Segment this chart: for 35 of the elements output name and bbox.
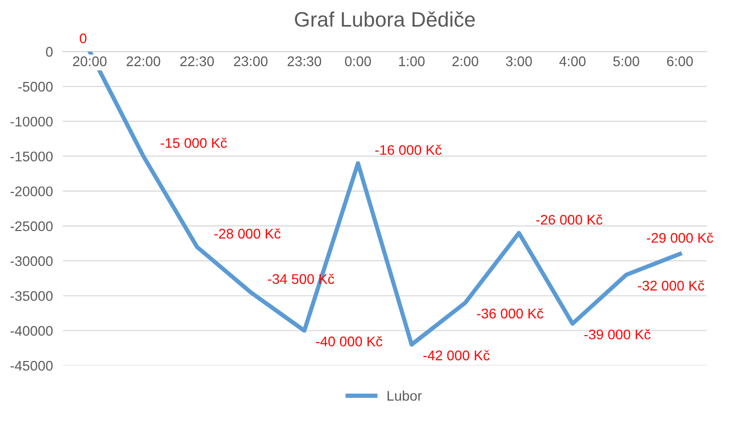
y-tick-label: -40000 [10, 326, 53, 336]
data-label: -26 000 Kč [536, 214, 602, 225]
x-tick-label: 22:00 [126, 56, 160, 66]
data-label: -42 000 Kč [423, 350, 490, 360]
y-tick-label: 0 [46, 46, 53, 57]
y-tick-label: -15000 [10, 152, 53, 162]
x-tick-label: 0:00 [345, 56, 371, 66]
data-label: -16 000 Kč [375, 144, 442, 155]
data-label: -15 000 Kč [160, 138, 227, 148]
y-tick-label: -10000 [10, 116, 53, 127]
data-label: -36 000 Kč [477, 308, 544, 318]
legend-label: Lubor [388, 390, 422, 401]
x-tick-label: 4:00 [559, 56, 586, 66]
y-tick-label: -20000 [10, 186, 53, 196]
data-label: -28 000 Kč [214, 228, 280, 239]
x-tick-label: 6:00 [667, 56, 693, 66]
x-tick-label: 1:00 [399, 56, 425, 66]
data-label: -39 000 Kč [584, 329, 650, 340]
y-tick-label: -35000 [10, 291, 53, 301]
data-label: 0 [80, 33, 86, 44]
x-tick-label: 20:00 [73, 56, 107, 66]
x-tick-label: 5:00 [613, 56, 640, 66]
y-tick-label: -30000 [10, 256, 53, 266]
x-tick-label: 22:30 [180, 56, 214, 66]
data-label: -32 000 Kč [638, 280, 704, 291]
x-tick-label: 23:30 [288, 56, 322, 66]
data-label: -29 000 Kč [646, 232, 714, 243]
y-tick-label: -25000 [10, 221, 53, 232]
y-tick-label: -5000 [18, 82, 53, 92]
y-tick-label: -45000 [10, 360, 53, 371]
x-tick-label: 3:00 [506, 56, 532, 66]
chart-title: Graf Lubora Dědiče [294, 11, 475, 27]
x-tick-label: 23:00 [234, 56, 268, 66]
data-label: -40 000 Kč [316, 336, 382, 346]
x-tick-label: 2:00 [452, 56, 478, 66]
